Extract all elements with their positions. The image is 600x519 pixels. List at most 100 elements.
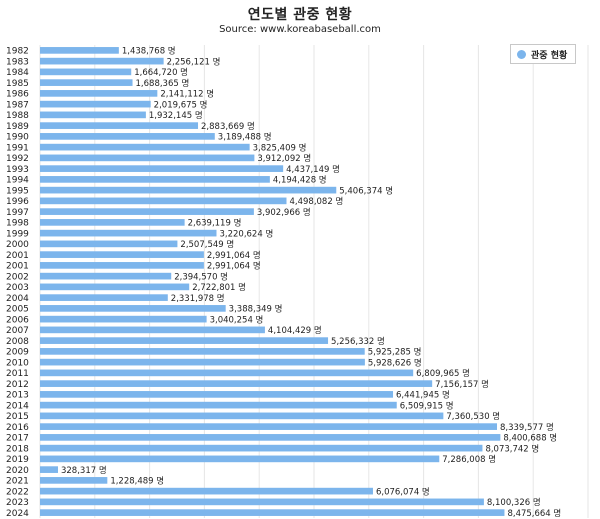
category-label: 1983 <box>6 57 29 67</box>
value-label: 328,317 명 <box>61 465 107 476</box>
bar-2020[interactable] <box>40 466 58 473</box>
bar-2007[interactable] <box>40 326 265 334</box>
category-label: 1997 <box>6 208 29 218</box>
value-label: 1,932,145 명 <box>149 110 203 121</box>
bar-1982[interactable] <box>40 47 119 54</box>
category-label: 2013 <box>6 391 29 401</box>
value-label: 1,688,365 명 <box>136 78 190 89</box>
bar-1984[interactable] <box>40 68 132 76</box>
category-label: 2021 <box>6 477 29 487</box>
value-label: 3,825,409 명 <box>253 142 307 153</box>
value-labels: 1,438,768 명2,256,121 명1,664,720 명1,688,3… <box>61 46 561 519</box>
category-label: 1995 <box>6 186 29 196</box>
bar-2008[interactable] <box>40 337 329 344</box>
category-label: 1998 <box>6 219 29 229</box>
bar-1990[interactable] <box>40 133 215 140</box>
category-label: 2023 <box>6 498 29 508</box>
bar-1983[interactable] <box>40 57 164 65</box>
bar-1994[interactable] <box>40 176 270 183</box>
category-label: 1996 <box>6 197 29 207</box>
bar-2001[interactable] <box>40 251 204 258</box>
bar-1992[interactable] <box>40 154 255 162</box>
value-label: 2,639,119 명 <box>188 218 242 229</box>
legend[interactable]: 관중 현황 <box>510 44 576 64</box>
category-label: 2005 <box>6 305 29 315</box>
value-label: 2,991,064 명 <box>207 250 261 261</box>
chart-subtitle: Source: www.koreabaseball.com <box>219 24 381 35</box>
chart-title: 연도별 관중 현황 <box>247 7 353 23</box>
bar-1987[interactable] <box>40 100 151 108</box>
value-label: 1,438,768 명 <box>122 46 176 57</box>
category-label: 2002 <box>6 272 29 282</box>
bar-2022[interactable] <box>40 487 373 495</box>
value-label: 1,228,489 명 <box>110 476 164 487</box>
category-label: 2019 <box>6 455 29 465</box>
category-label: 2008 <box>6 337 29 347</box>
bar-1999[interactable] <box>40 229 217 237</box>
value-label: 2,722,801 명 <box>192 282 246 293</box>
value-label: 7,156,157 명 <box>435 379 489 390</box>
category-label: 1988 <box>6 111 29 121</box>
value-label: 2,256,121 명 <box>167 56 221 67</box>
value-label: 5,256,332 명 <box>331 336 385 347</box>
bar-2009[interactable] <box>40 348 365 355</box>
value-label: 6,809,965 명 <box>416 368 470 379</box>
bar-2004[interactable] <box>40 294 168 301</box>
value-label: 4,498,082 명 <box>289 196 343 207</box>
bar-1986[interactable] <box>40 90 158 97</box>
bar-2014[interactable] <box>40 401 397 409</box>
bar-2016[interactable] <box>40 423 498 430</box>
bar-2010[interactable] <box>40 358 365 366</box>
category-label: 2001 <box>6 262 29 272</box>
category-label: 2014 <box>6 401 29 411</box>
bar-1985[interactable] <box>40 79 133 86</box>
bar-2006[interactable] <box>40 315 207 323</box>
category-label: 1989 <box>6 122 29 132</box>
bar-2013[interactable] <box>40 391 394 398</box>
value-label: 8,073,742 명 <box>485 443 539 454</box>
value-label: 8,100,326 명 <box>487 497 541 508</box>
value-label: 8,339,577 명 <box>500 422 554 433</box>
category-label: 1994 <box>6 176 29 186</box>
category-label: 1982 <box>6 47 29 57</box>
value-label: 3,912,092 명 <box>257 153 311 164</box>
bar-1991[interactable] <box>40 143 250 151</box>
bar-2021[interactable] <box>40 477 108 484</box>
bar-1988[interactable] <box>40 111 146 119</box>
bar-1989[interactable] <box>40 122 199 129</box>
value-label: 8,400,688 명 <box>503 433 557 444</box>
bar-2018[interactable] <box>40 444 483 452</box>
bar-1996[interactable] <box>40 197 287 205</box>
bar-2000[interactable] <box>40 240 178 248</box>
value-label: 6,509,915 명 <box>400 400 454 411</box>
bar-2001[interactable] <box>40 262 204 269</box>
value-label: 3,189,488 명 <box>218 132 272 143</box>
legend-marker-icon <box>517 49 526 59</box>
value-label: 4,437,149 명 <box>286 164 340 175</box>
value-label: 3,220,624 명 <box>219 228 273 239</box>
value-label: 1,664,720 명 <box>134 67 188 78</box>
category-label: 1991 <box>6 143 29 153</box>
bar-2002[interactable] <box>40 272 172 280</box>
bar-2012[interactable] <box>40 380 433 387</box>
value-label: 6,076,074 명 <box>376 486 430 497</box>
category-label: 2024 <box>6 509 29 519</box>
category-label: 2020 <box>6 466 29 476</box>
bar-2019[interactable] <box>40 455 440 463</box>
bar-2015[interactable] <box>40 412 444 420</box>
bar-2011[interactable] <box>40 369 414 377</box>
bar-1993[interactable] <box>40 165 284 172</box>
category-label: 2006 <box>6 315 29 325</box>
bar-1995[interactable] <box>40 186 337 194</box>
bar-2023[interactable] <box>40 498 484 506</box>
legend-label: 관중 현황 <box>531 50 568 61</box>
bar-2005[interactable] <box>40 305 226 312</box>
bar-2003[interactable] <box>40 283 190 291</box>
bars <box>40 47 505 516</box>
category-label: 2009 <box>6 348 29 358</box>
bar-2024[interactable] <box>40 509 505 516</box>
bar-2017[interactable] <box>40 434 501 441</box>
bar-1998[interactable] <box>40 219 185 226</box>
bar-1997[interactable] <box>40 208 254 215</box>
value-label: 7,360,530 명 <box>446 411 500 422</box>
